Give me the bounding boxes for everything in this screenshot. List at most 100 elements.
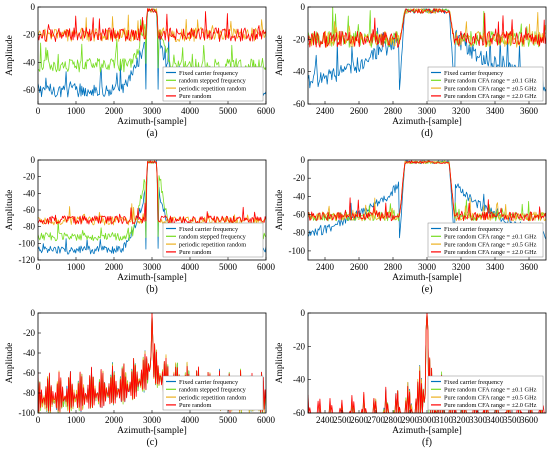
x-tick-label: 0 <box>36 415 41 425</box>
x-tick-label: 3300 <box>469 415 488 425</box>
x-axis-label: Azimuth-[sample] <box>117 117 187 127</box>
x-tick-label: 2000 <box>105 262 124 272</box>
legend-label-1: Fixed carrier frequency <box>179 379 239 386</box>
y-tick-label: -40 <box>23 57 35 67</box>
legend-label-2: Pure random CFA range = ±0.1 GHz <box>444 234 537 241</box>
y-tick-label: -20 <box>293 173 305 183</box>
y-axis-label: Amplitude <box>5 343 15 384</box>
x-tick-label: 2400 <box>316 106 335 116</box>
legend-box <box>162 222 264 258</box>
series-line-4 <box>38 160 266 225</box>
x-tick-label: 2800 <box>384 106 403 116</box>
y-tick-label: -60 <box>23 205 35 215</box>
panel-b: 0 1000 2000 3000 4000 5000 6000 0 -20 -40 -60 -80 -1… <box>5 155 276 295</box>
legend-label-2: Pure random CFA range = ±0.1 GHz <box>444 78 537 85</box>
series-line-3 <box>308 160 546 222</box>
panel-label: (d) <box>421 128 433 139</box>
x-tick-label: 3400 <box>486 106 505 116</box>
x-tick-label: 3200 <box>452 106 471 116</box>
y-tick-label: 0 <box>31 2 36 12</box>
y-tick-label: 0 <box>301 155 306 165</box>
x-tick-label: 3000 <box>143 415 162 425</box>
legend-label-3: periodic repetition random <box>179 85 246 92</box>
legend-label-2: Pure random CFA range = ±0.1 GHz <box>444 387 537 394</box>
legend-label-1: Fixed carrier frequency <box>179 226 239 233</box>
y-tick-label: -20 <box>23 172 35 182</box>
x-tick-label: 3600 <box>520 106 539 116</box>
legend-label-3: periodic repetition random <box>179 241 246 248</box>
legend-label-4: Pure random CFA range = ±2.0 GHz <box>444 402 537 409</box>
y-tick-label: -120 <box>19 255 36 265</box>
x-tick-label: 3200 <box>452 415 471 425</box>
x-tick-label: 6000 <box>257 262 276 272</box>
x-tick-label: 5000 <box>219 262 238 272</box>
x-tick-label: 3400 <box>486 415 505 425</box>
panel-label: (a) <box>146 128 157 139</box>
y-tick-label: -80 <box>23 222 35 232</box>
legend-label-4: Pure random CFA range = ±2.0 GHz <box>444 93 537 100</box>
legend-label-1: Fixed carrier frequency <box>444 379 504 386</box>
x-tick-label: 0 <box>36 262 41 272</box>
x-axis-label: Azimuth-[sample] <box>117 273 187 283</box>
legend-box <box>427 375 544 411</box>
y-tick-label: -60 <box>23 85 35 95</box>
x-tick-label: 2700 <box>367 415 386 425</box>
legend-label-3: periodic repetition random <box>179 394 246 401</box>
x-tick-label: 2800 <box>384 262 403 272</box>
y-tick-label: -20 <box>293 34 305 44</box>
y-axis-label: Amplitude <box>275 190 285 231</box>
x-tick-label: 5000 <box>219 415 238 425</box>
x-tick-label: 2000 <box>105 415 124 425</box>
x-axis-label: Azimuth-[sample] <box>117 426 187 436</box>
x-tick-label: 3000 <box>418 415 437 425</box>
panel-label: (f) <box>422 437 432 448</box>
y-tick-label: -40 <box>23 348 35 358</box>
y-tick-label: 0 <box>301 308 306 318</box>
x-tick-label: 2500 <box>333 415 352 425</box>
x-tick-label: 3000 <box>418 262 437 272</box>
y-axis-label: Amplitude <box>5 35 15 76</box>
x-tick-label: 3000 <box>143 262 162 272</box>
x-tick-label: 3600 <box>520 262 539 272</box>
x-tick-label: 6000 <box>257 106 276 116</box>
x-tick-label: 6000 <box>257 415 276 425</box>
y-tick-label: -20 <box>293 341 305 351</box>
x-tick-label: 2900 <box>401 415 420 425</box>
panel-label: (b) <box>146 284 158 295</box>
y-tick-label: -60 <box>23 368 35 378</box>
y-axis-label: Amplitude <box>275 35 285 76</box>
x-tick-label: 3000 <box>418 106 437 116</box>
panel-c: 0 1000 2000 3000 4000 5000 6000 0 -20 -40 -60 -80 -1… <box>5 308 276 448</box>
y-tick-label: -60 <box>293 210 305 220</box>
x-tick-label: 3100 <box>435 415 454 425</box>
y-tick-label: -40 <box>293 375 305 385</box>
x-tick-label: 3000 <box>143 106 162 116</box>
x-axis-label: Azimuth-[sample] <box>392 117 462 127</box>
x-tick-label: 1000 <box>67 415 86 425</box>
legend-box <box>162 66 264 102</box>
legend-label-2: random stepped frequency <box>179 234 247 241</box>
x-tick-label: 3200 <box>452 262 471 272</box>
x-tick-label: 2400 <box>316 415 335 425</box>
panel-d: 2400 2600 2800 3000 3200 3400 3600 0 -20 -40 -60 Az… <box>275 2 547 139</box>
legend-label-4: Pure random <box>179 249 211 256</box>
legend-box <box>427 66 544 102</box>
series-line-4 <box>308 8 546 48</box>
y-tick-label: -80 <box>23 388 35 398</box>
series-line-4 <box>308 160 546 222</box>
legend-label-4: Pure random <box>179 402 211 409</box>
y-axis-label: Amplitude <box>275 343 285 384</box>
panel-f: 2400 2500 2600 2700 2800 2900 3000 3100 3200 3300… <box>275 308 547 448</box>
x-tick-label: 4000 <box>181 106 200 116</box>
x-tick-label: 2400 <box>316 262 335 272</box>
y-tick-label: -40 <box>23 188 35 198</box>
legend-label-1: Fixed carrier frequency <box>444 226 504 233</box>
legend-label-3: Pure random CFA range = ±0.5 GHz <box>444 241 537 248</box>
